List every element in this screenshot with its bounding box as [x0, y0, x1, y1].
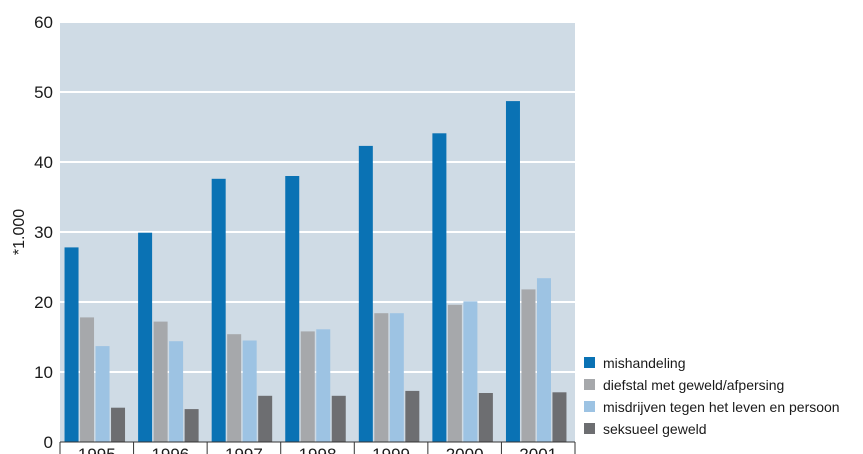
bar	[211, 178, 226, 443]
bar	[331, 395, 346, 442]
bar	[552, 392, 567, 442]
legend-label: misdrijven tegen het leven en persoon	[603, 399, 840, 415]
x-tick-label: 1999	[372, 445, 410, 454]
legend-swatch	[584, 357, 595, 368]
bar	[285, 176, 300, 442]
legend-swatch	[584, 401, 595, 412]
bar	[153, 321, 168, 442]
y-tick-label: 40	[34, 153, 53, 172]
legend-swatch	[584, 379, 595, 390]
y-tick-label: 50	[34, 83, 53, 102]
y-tick-label: 10	[34, 363, 53, 382]
y-tick-label: 30	[34, 223, 53, 242]
bar	[447, 304, 462, 442]
x-axis: 1995 1996 1997 1998 1999 2000 2001	[59, 441, 576, 454]
bar	[389, 313, 404, 442]
bars	[64, 101, 567, 443]
x-tick-label: 2001	[519, 445, 557, 454]
bar	[478, 393, 493, 442]
bar	[169, 341, 184, 442]
bar	[95, 346, 110, 442]
legend-label: mishandeling	[603, 355, 686, 371]
legend-label: seksueel geweld	[603, 421, 707, 437]
bar	[138, 232, 153, 442]
bar	[111, 407, 126, 442]
x-tick-label: 1995	[78, 445, 116, 454]
bar	[463, 301, 478, 442]
x-tick-label: 1998	[299, 445, 337, 454]
bar	[358, 145, 373, 442]
bar	[227, 334, 242, 442]
bar	[300, 331, 315, 442]
legend-label: diefstal met geweld/afpersing	[603, 377, 784, 393]
bar	[432, 133, 447, 443]
y-axis-ticks: 0 10 20 30 40 50 60	[34, 13, 53, 452]
x-tick-label: 1997	[225, 445, 263, 454]
bar	[242, 340, 257, 442]
bar	[64, 247, 79, 442]
bar	[316, 329, 331, 442]
bar	[405, 390, 420, 442]
bar	[184, 409, 199, 442]
bar	[80, 317, 95, 442]
y-tick-label: 0	[44, 433, 53, 452]
y-tick-label: 20	[34, 293, 53, 312]
y-axis-label: *1.000	[11, 209, 28, 255]
bar	[505, 101, 520, 442]
bar	[536, 278, 551, 442]
legend: mishandeling diefstal met geweld/afpersin…	[584, 355, 840, 437]
bar	[374, 313, 389, 442]
x-tick-label: 1996	[151, 445, 189, 454]
y-tick-label: 60	[34, 13, 53, 32]
legend-swatch	[584, 423, 595, 434]
bar	[258, 395, 273, 442]
x-tick-label: 2000	[446, 445, 484, 454]
bar	[521, 289, 536, 442]
